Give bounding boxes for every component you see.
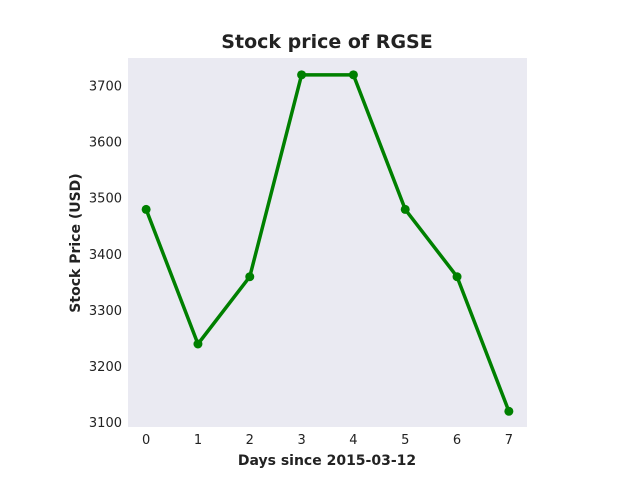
y-tick-label: 3200 xyxy=(89,360,122,375)
x-tick-label: 6 xyxy=(453,433,461,448)
x-tick-label: 2 xyxy=(246,433,254,448)
series-line xyxy=(144,73,511,414)
y-axis-label: Stock Price (USD) xyxy=(68,173,84,312)
data-point xyxy=(141,204,151,214)
x-tick-label: 0 xyxy=(142,433,150,448)
chart-title: Stock price of RGSE xyxy=(221,31,432,53)
y-tick-label: 3100 xyxy=(89,416,122,431)
data-point xyxy=(348,70,358,80)
y-tick-label: 3300 xyxy=(89,304,122,319)
data-point xyxy=(245,272,255,282)
y-tick-label: 3600 xyxy=(89,136,122,151)
data-point xyxy=(452,272,462,282)
y-tick-labels: 3100 3200 3300 3400 3500 3600 3700 xyxy=(89,80,122,431)
x-tick-label: 1 xyxy=(194,433,202,448)
data-point xyxy=(504,406,514,416)
x-tick-labels: 0 1 2 3 4 5 6 7 xyxy=(142,433,513,448)
y-tick-label: 3500 xyxy=(89,192,122,207)
series-layer xyxy=(141,70,514,416)
x-tick-label: 5 xyxy=(401,433,409,448)
y-tick-label: 3700 xyxy=(89,80,122,95)
x-axis-label: Days since 2015-03-12 xyxy=(238,453,416,469)
data-point xyxy=(193,339,203,349)
plot-area-background xyxy=(128,58,527,427)
data-point xyxy=(400,204,410,214)
y-tick-label: 3400 xyxy=(89,248,122,263)
x-tick-label: 3 xyxy=(297,433,305,448)
x-tick-label: 7 xyxy=(505,433,513,448)
data-point xyxy=(297,70,307,80)
x-tick-label: 4 xyxy=(349,433,357,448)
